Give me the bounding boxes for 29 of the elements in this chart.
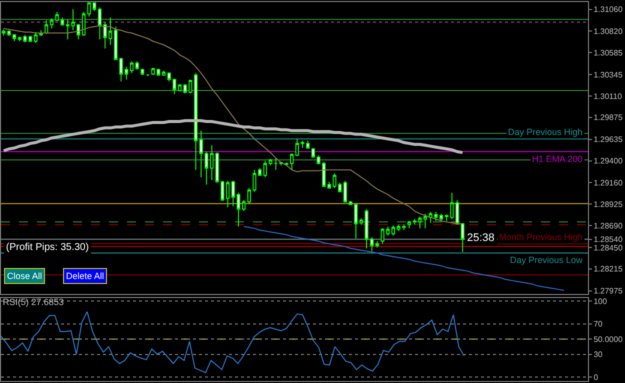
- y-tick-label: 1.29160: [594, 178, 624, 188]
- y-tick-label: 1.30585: [594, 48, 624, 58]
- y-tick-label: 1.29875: [594, 113, 624, 122]
- y-tick-label: 1.28540: [594, 235, 624, 244]
- y-tick-label: 1.29635: [594, 135, 624, 144]
- y-tick-label: 1.28450: [594, 243, 624, 252]
- y-tick-label: 30: [594, 350, 604, 360]
- y-tick-label: 70: [594, 320, 604, 329]
- y-tick-label: 1.28690: [594, 221, 624, 230]
- y-tick-label: 1.30345: [594, 70, 624, 80]
- annotation: Delete All: [66, 271, 104, 281]
- y-tick-label: 50.0000: [594, 334, 624, 344]
- ref-line-label: Day Previous Low: [510, 255, 584, 265]
- y-tick-label: 1.30110: [594, 92, 622, 101]
- annotation: Close All: [7, 271, 42, 281]
- y-tick-label: 0: [594, 372, 599, 382]
- y-tick-label: 1.28925: [594, 200, 624, 209]
- ref-line-label: Month Previous High: [499, 232, 583, 242]
- annotation: 25:38: [467, 232, 495, 244]
- ref-line-label: Day Previous High: [508, 127, 583, 137]
- y-tick-label: 1.31060: [594, 5, 624, 14]
- ref-line-label: H1 EMA 200: [532, 154, 583, 164]
- y-tick-label: 100: [594, 296, 608, 306]
- y-tick-label: 1.28215: [594, 264, 624, 274]
- chart-title: RSI(5) 27.6853: [2, 296, 64, 307]
- y-tick-label: 1.30820: [594, 27, 624, 36]
- annotation: (Profit Pips: 35.30): [6, 242, 89, 253]
- y-tick-label: 1.29400: [594, 156, 624, 166]
- y-tick-label: 1.27975: [594, 286, 624, 296]
